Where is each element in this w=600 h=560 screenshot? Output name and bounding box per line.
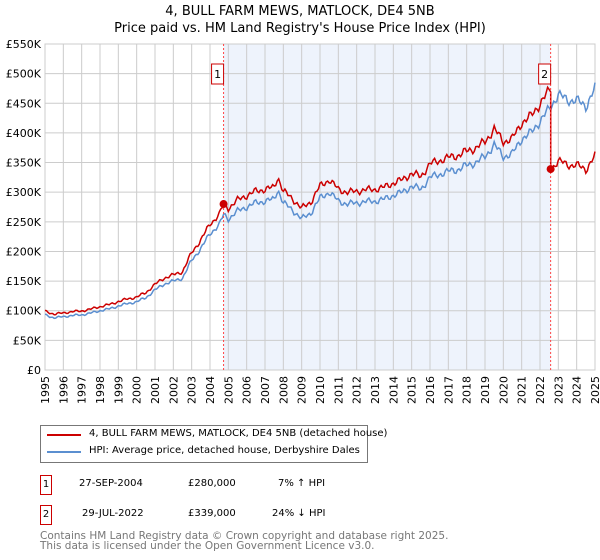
footer: Contains HM Land Registry data © Crown c… [40,530,449,552]
x-tick-label: 2019 [479,376,492,404]
sale-label: 2 [541,68,548,81]
shaded-period [223,44,551,370]
x-tick-label: 2013 [369,376,382,404]
x-tick-label: 2017 [442,376,455,404]
transaction-row: 2 29-JUL-2022 £339,000 24% ↓ HPI [40,505,440,525]
sale-label: 1 [214,68,221,81]
x-tick-label: 2005 [222,376,235,404]
y-tick-label: £400K [6,127,42,140]
x-tick-label: 2003 [186,376,199,404]
property-price-line [44,85,596,316]
x-tick-label: 2015 [406,376,419,404]
hpi-line [44,82,596,320]
x-tick-label: 2023 [552,376,565,404]
transaction-row: 1 27-SEP-2004 £280,000 7% ↑ HPI [40,475,440,495]
x-tick-label: 1995 [39,376,52,404]
plot-border [44,43,596,371]
chart-title: 4, BULL FARM MEWS, MATLOCK, DE4 5NB [165,4,435,19]
x-tick-label: 2016 [424,376,437,404]
x-tick-label: 1998 [94,376,107,404]
x-tick-label: 1996 [57,376,70,404]
sale-label-box [538,63,552,85]
legend: 4, BULL FARM MEWS, MATLOCK, DE4 5NB (det… [40,425,387,463]
marker-badge: 1 [40,475,52,495]
x-tick-label: 2025 [589,376,600,404]
y-tick-label: £0 [27,364,41,377]
x-tick-label: 2004 [204,376,217,404]
x-tick-label: 2009 [296,376,309,404]
y-tick-label: £500K [6,68,42,81]
sale-point [219,200,228,209]
x-tick-label: 2007 [259,376,272,404]
y-tick-label: £300K [6,186,42,199]
x-tick-label: 2006 [241,376,254,404]
x-tick-label: 2001 [149,376,162,404]
x-tick-label: 2010 [314,376,327,404]
x-tick-label: 2021 [516,376,529,404]
x-tick-label: 1997 [76,376,89,404]
x-tick-label: 2020 [497,376,510,404]
x-tick-label: 2024 [571,376,584,404]
sale-point [546,165,555,174]
price-chart: £0 £50K £100K £150K £200K £250K £300K £350K £400… [6,38,600,404]
sale-label-box [211,63,225,85]
x-tick-label: 1999 [112,376,125,404]
y-tick-label: £250K [6,216,42,229]
x-tick-label: 2000 [131,376,144,404]
x-tick-label: 2011 [332,376,345,404]
x-tick-label: 2008 [277,376,290,404]
chart-subtitle: Price paid vs. HM Land Registry's House … [114,21,486,36]
x-tick-label: 2012 [351,376,364,404]
y-tick-label: £50K [13,334,42,347]
x-tick-label: 2002 [167,376,180,404]
y-tick-label: £450K [6,97,42,110]
x-tick-label: 2018 [461,376,474,404]
y-tick-label: £550K [6,38,42,51]
x-tick-label: 2022 [534,376,547,404]
y-tick-label: £100K [6,305,42,318]
y-tick-label: £200K [6,245,42,258]
x-tick-label: 2014 [387,376,400,404]
y-tick-label: £150K [6,275,42,288]
y-tick-label: £350K [6,157,42,170]
marker-badge: 2 [40,505,52,525]
